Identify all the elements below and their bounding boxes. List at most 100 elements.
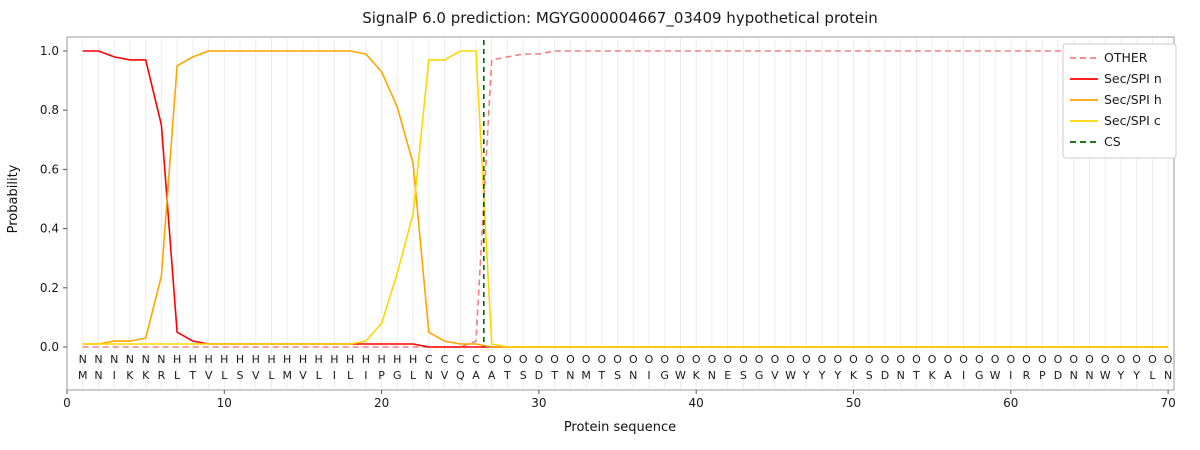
series-line-other	[82, 50, 1169, 348]
sequence-letter: Y	[1117, 369, 1125, 382]
legend: OTHER Sec/SPI n Sec/SPI h Sec/SPI c CS	[1062, 43, 1177, 159]
sequence-letter: Q	[456, 369, 465, 382]
y-tick-label: 0.2	[40, 281, 59, 295]
sequence-letter: K	[928, 369, 936, 382]
sequence-letter: L	[268, 369, 275, 382]
region-letter: O	[818, 353, 827, 366]
sequence-letter: I	[962, 369, 965, 382]
sequence-letter: V	[205, 369, 213, 382]
region-letter: O	[1132, 353, 1141, 366]
region-letter: H	[189, 353, 197, 366]
sequence-letter: I	[364, 369, 367, 382]
region-letter: O	[944, 353, 953, 366]
region-letter: O	[566, 353, 575, 366]
region-letter: O	[1101, 353, 1110, 366]
sequence-letter: K	[693, 369, 701, 382]
region-letter: H	[236, 353, 244, 366]
region-letter: O	[771, 353, 780, 366]
sequence-letter: I	[113, 369, 116, 382]
region-letter: O	[597, 353, 606, 366]
region-letter: O	[708, 353, 717, 366]
legend-label: Sec/SPI c	[1104, 113, 1161, 128]
sequence-letter: L	[1149, 369, 1156, 382]
region-letter: O	[550, 353, 559, 366]
x-axis-label: Protein sequence	[564, 420, 676, 435]
sequence-letter: G	[660, 369, 669, 382]
region-letter: N	[126, 353, 134, 366]
sequence-letter: W	[675, 369, 686, 382]
region-letter: C	[472, 353, 480, 366]
region-letter: O	[1006, 353, 1015, 366]
series-line-sec-spi-c	[82, 50, 1169, 348]
region-letter: O	[896, 353, 905, 366]
sequence-letter: T	[597, 369, 605, 382]
x-tick-label: 50	[846, 396, 861, 410]
region-letter: O	[535, 353, 544, 366]
sequence-letter: L	[347, 369, 354, 382]
region-letter: O	[975, 353, 984, 366]
region-letter: O	[991, 353, 1000, 366]
sequence-letter: T	[503, 369, 511, 382]
grid-layer	[82, 38, 1169, 389]
y-tick-label: 0.6	[40, 162, 59, 176]
sequence-letter: V	[771, 369, 779, 382]
legend-label: Sec/SPI h	[1104, 92, 1162, 107]
region-letter: N	[110, 353, 118, 366]
region-letter: C	[441, 353, 449, 366]
region-letter: O	[660, 353, 669, 366]
sequence-letter: G	[755, 369, 764, 382]
axes-layer: 0.0 0.2 0.4 0.6 0.8 1.0 0 10 20 30 40 50 60 70	[40, 36, 1176, 410]
region-letter: O	[959, 353, 968, 366]
sequence-letter: K	[142, 369, 150, 382]
series-layer	[82, 40, 1169, 348]
sequence-letter: M	[581, 369, 591, 382]
region-letter: O	[629, 353, 638, 366]
sequence-letter: S	[237, 369, 244, 382]
sequence-letter: S	[520, 369, 527, 382]
series-line-sec-spi-n	[82, 50, 1169, 348]
region-letter: H	[283, 353, 291, 366]
sequence-letter: W	[1100, 369, 1111, 382]
region-letter: O	[928, 353, 937, 366]
region-letter: H	[299, 353, 307, 366]
sequence-letter: N	[708, 369, 716, 382]
region-letter: O	[881, 353, 890, 366]
region-letter: O	[519, 353, 528, 366]
region-letter: O	[912, 353, 921, 366]
legend-label: OTHER	[1104, 50, 1148, 65]
sequence-letter: Y	[833, 369, 841, 382]
region-letter: H	[362, 353, 370, 366]
sequence-letter: Y	[818, 369, 826, 382]
sequence-letter: G	[393, 369, 402, 382]
sequence-letter: N	[94, 369, 102, 382]
sequence-letter: T	[550, 369, 558, 382]
x-tick-label: 60	[1003, 396, 1018, 410]
sequence-letter: N	[1070, 369, 1078, 382]
legend-box	[1062, 43, 1177, 159]
region-letter: O	[755, 353, 764, 366]
region-letter: H	[220, 353, 228, 366]
sequence-letter: N	[566, 369, 574, 382]
sequence-letter: A	[472, 369, 480, 382]
region-letter: H	[267, 353, 275, 366]
sequence-letter: G	[975, 369, 984, 382]
sequence-letter: N	[425, 369, 433, 382]
sequence-letter: R	[158, 369, 166, 382]
region-letter: H	[330, 353, 338, 366]
sequence-letter: M	[78, 369, 88, 382]
region-letter: H	[252, 353, 260, 366]
x-tick-label: 10	[217, 396, 232, 410]
region-letter: H	[409, 353, 417, 366]
region-letter: H	[377, 353, 385, 366]
sequence-letter: V	[252, 369, 260, 382]
sequence-letter: V	[299, 369, 307, 382]
sequence-letter: L	[174, 369, 181, 382]
region-letter: O	[487, 353, 496, 366]
y-tick-label: 0.8	[40, 103, 59, 117]
sequence-letter: N	[897, 369, 905, 382]
legend-label: Sec/SPI n	[1104, 71, 1162, 86]
sequence-letter: N	[1164, 369, 1172, 382]
legend-label: CS	[1104, 134, 1121, 149]
x-tick-label: 30	[531, 396, 546, 410]
